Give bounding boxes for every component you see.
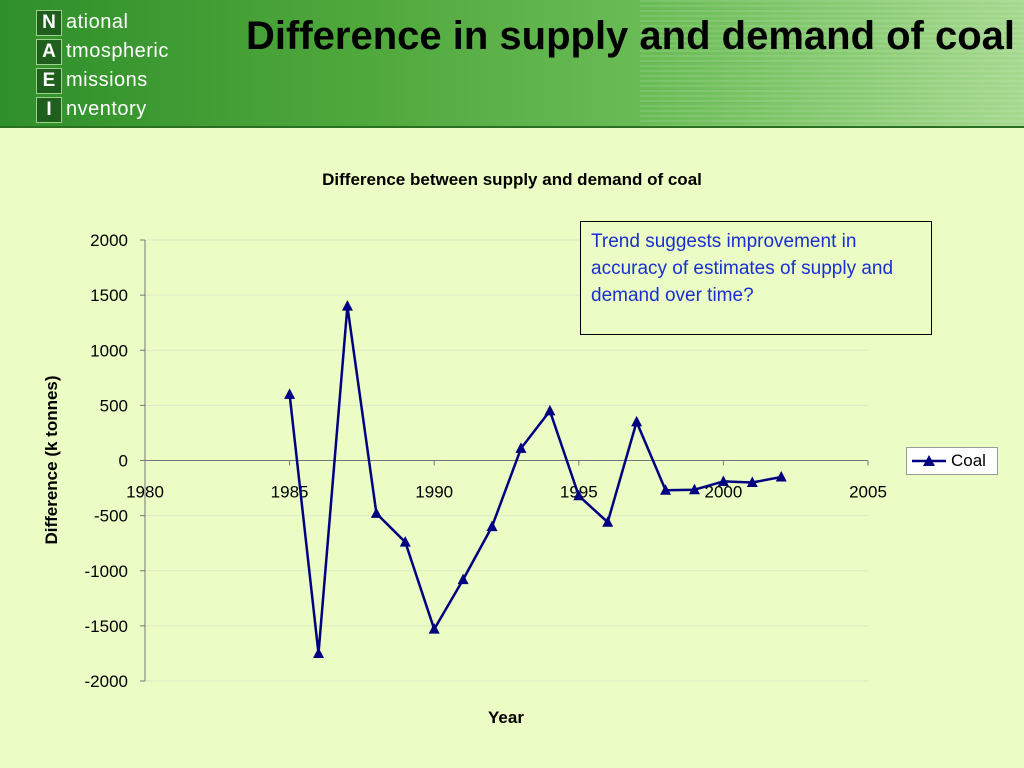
data-point-marker <box>775 471 787 482</box>
logo-word: tmospheric <box>66 40 169 62</box>
slide-title: Difference in supply and demand of coal <box>246 14 1016 58</box>
y-tick-label: -1000 <box>85 562 128 581</box>
y-tick-label: 0 <box>119 452 128 471</box>
x-axis-label: Year <box>488 708 524 727</box>
x-tick-label: 1985 <box>271 483 309 502</box>
data-point-marker <box>370 507 382 518</box>
x-tick-label: 2005 <box>849 483 887 502</box>
data-point-marker <box>428 623 440 634</box>
y-tick-label: 500 <box>100 396 128 415</box>
data-point-marker <box>284 388 296 399</box>
data-point-marker <box>313 647 325 658</box>
legend-triangle-icon <box>923 455 935 466</box>
legend-marker <box>912 455 946 466</box>
data-point-marker <box>660 484 672 495</box>
legend-label: Coal <box>951 451 986 470</box>
y-tick-label: -500 <box>94 507 128 526</box>
y-tick-label: -1500 <box>85 617 128 636</box>
annotation-box: Trend suggests improvement in accuracy o… <box>580 221 932 335</box>
data-point-marker <box>457 573 469 585</box>
data-point-marker <box>717 475 729 486</box>
logo-row: I nventory <box>36 95 236 124</box>
logo-letter: A <box>36 38 62 65</box>
logo-letter: N <box>36 9 62 36</box>
logo-word: missions <box>66 69 148 91</box>
data-point-marker <box>544 404 556 416</box>
series-line-coal <box>288 304 782 655</box>
data-point-marker <box>602 516 614 527</box>
data-point-marker <box>573 489 585 501</box>
data-point-marker <box>746 476 758 488</box>
x-tick-label: 1990 <box>415 483 453 502</box>
data-point-marker <box>341 300 353 311</box>
data-point-marker <box>399 536 411 547</box>
logo-word: nventory <box>66 98 147 120</box>
logo-row: E missions <box>36 66 236 95</box>
x-tick-label: 2000 <box>704 483 742 502</box>
logo-letter: E <box>36 67 62 94</box>
y-tick-label: 1000 <box>90 341 128 360</box>
x-tick-label: 1980 <box>126 483 164 502</box>
y-tick-label: 2000 <box>90 231 128 250</box>
chart-title: Difference between supply and demand of … <box>322 170 702 189</box>
data-point-marker <box>515 442 527 453</box>
y-axis-label: Difference (k tonnes) <box>42 375 61 544</box>
data-point-marker <box>631 415 643 427</box>
logo-row: N ational <box>36 8 236 37</box>
logo-row: A tmospheric <box>36 37 236 66</box>
logo-word: ational <box>66 11 129 33</box>
header-decoration <box>640 0 1024 126</box>
data-point-marker <box>688 483 700 495</box>
header-banner: N ational A tmospheric E missions I nven… <box>0 0 1024 128</box>
data-point-marker <box>486 520 498 532</box>
logo-letter: I <box>36 96 62 123</box>
y-tick-label: -2000 <box>85 672 128 691</box>
naei-logo: N ational A tmospheric E missions I nven… <box>36 8 236 124</box>
y-tick-label: 1500 <box>90 286 128 305</box>
chart-legend: Coal <box>906 447 998 475</box>
